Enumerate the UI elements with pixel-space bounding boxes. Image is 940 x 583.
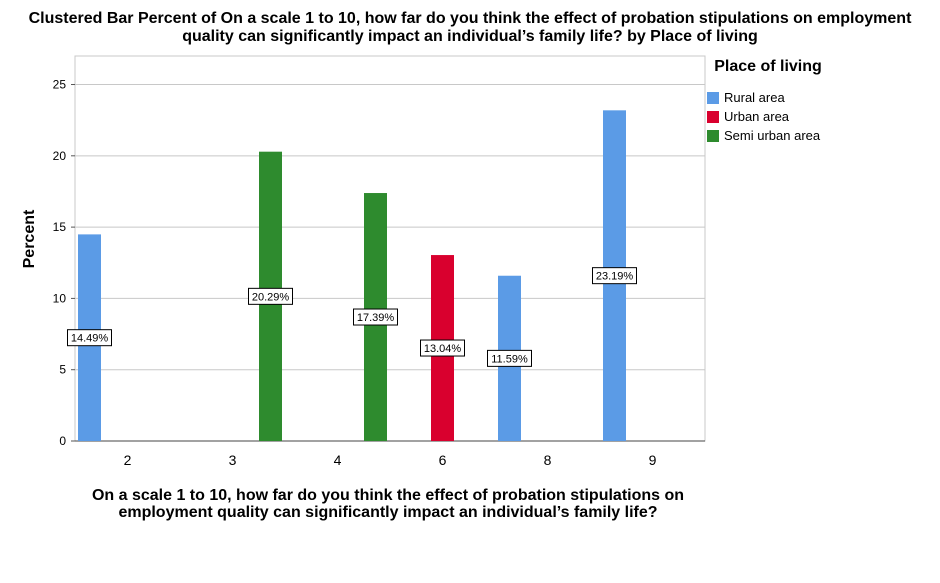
data-label-box: [487, 349, 532, 367]
legend-label: Rural area: [724, 90, 785, 105]
legend-item: Semi urban area: [707, 126, 907, 145]
data-label-box: [248, 287, 293, 305]
legend-swatch: [707, 91, 719, 104]
x-tick-label: 9: [649, 452, 657, 468]
legend-title: Place of living: [714, 58, 822, 75]
y-tick-label: 20: [53, 149, 67, 163]
data-label-box: [420, 339, 465, 357]
data-label-box: [353, 308, 398, 326]
data-label: 14.49%: [71, 333, 109, 345]
legend-item: Urban area: [707, 107, 907, 126]
x-tick-label: 3: [229, 452, 237, 468]
legend-swatch: [707, 129, 719, 142]
y-tick-label: 0: [59, 434, 66, 448]
data-label: 17.39%: [357, 312, 395, 324]
legend-swatch: [707, 110, 719, 123]
data-label-box: [592, 267, 637, 285]
x-axis-label: On a scale 1 to 10, how far do you think…: [91, 487, 685, 521]
data-label: 11.59%: [491, 353, 528, 365]
legend-label: Urban area: [724, 109, 790, 124]
y-tick-label: 25: [53, 78, 67, 92]
x-tick-label: 8: [544, 452, 552, 468]
y-axis-label: Percent: [21, 209, 38, 269]
plot-frame: [74, 55, 706, 442]
legend: Place of living Rural area Urban area Semi…: [707, 58, 907, 145]
x-tick-label: 2: [124, 452, 132, 468]
y-tick-label: 10: [53, 291, 67, 305]
data-label-box: [67, 329, 112, 347]
legend-label: Semi urban area: [724, 128, 821, 143]
x-tick-label: 6: [439, 452, 447, 468]
y-tick-label: 5: [59, 363, 66, 377]
data-label: 20.29%: [252, 291, 290, 303]
legend-item: Rural area: [707, 88, 907, 107]
data-label: 23.19%: [596, 271, 634, 283]
data-label: 13.04%: [424, 343, 462, 355]
legend-items: Rural area Urban area Semi urban area: [707, 88, 907, 145]
chart-title: Clustered Bar Percent of On a scale 1 to…: [28, 10, 912, 45]
x-tick-label: 4: [334, 452, 342, 468]
y-tick-label: 15: [53, 220, 67, 234]
